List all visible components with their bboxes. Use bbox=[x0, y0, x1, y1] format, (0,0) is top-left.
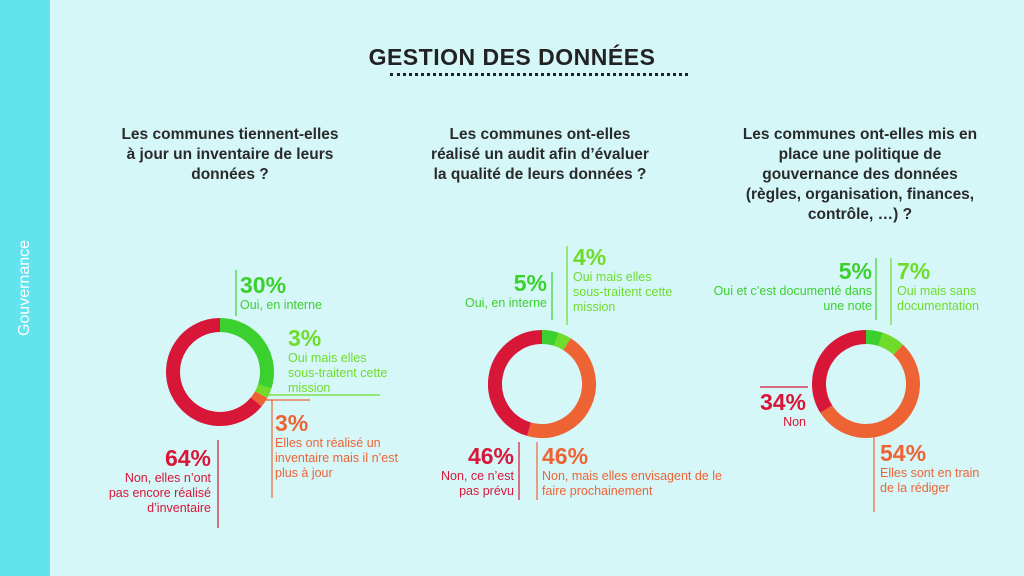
label-non: 34% Non bbox=[740, 389, 806, 430]
slice-oui-documente bbox=[865, 330, 883, 347]
value-label: 46% bbox=[542, 443, 589, 469]
slice-oui-interne bbox=[541, 330, 559, 346]
value-label: 64% bbox=[164, 445, 211, 471]
donut-chart-audit bbox=[488, 330, 596, 438]
label-oui-sans-doc: 7% Oui mais sans documentation bbox=[897, 258, 1012, 314]
value-label: 46% bbox=[467, 443, 514, 469]
sidebar: Gouvernance bbox=[0, 0, 50, 576]
label-oui-documente: 5% Oui et c’est documenté dans une note bbox=[713, 258, 872, 313]
slice-oui-sous-traitent bbox=[554, 332, 571, 351]
value-label: 7% bbox=[897, 258, 931, 284]
value-label: 5% bbox=[838, 258, 872, 284]
label-en-train: 54% Elles sont en train de la rédiger bbox=[880, 440, 980, 495]
value-label: 34% bbox=[759, 389, 806, 415]
slice-inventaire-pas-a-jour bbox=[250, 391, 268, 407]
value-label: 3% bbox=[275, 410, 309, 436]
value-label: 3% bbox=[288, 325, 322, 351]
slice-oui-sous-traitent bbox=[254, 384, 272, 399]
title-underline bbox=[390, 73, 688, 76]
value-label: 4% bbox=[573, 244, 607, 270]
page-title: GESTION DES DONNÉES bbox=[368, 44, 656, 70]
label-oui-interne: 30% Oui, en interne bbox=[240, 272, 380, 313]
slice-en-train bbox=[820, 344, 920, 438]
question-inventaire: Les communes tiennent-elles à jour un in… bbox=[121, 126, 339, 183]
slice-oui-interne bbox=[219, 318, 274, 389]
question-gouvernance: Les communes ont-elles mis en place une … bbox=[742, 126, 978, 223]
label-non-prevu: 46% Non, ce n’est pas prévu bbox=[420, 443, 514, 499]
slice-non bbox=[812, 330, 867, 413]
donut-chart-gouvernance bbox=[812, 330, 920, 438]
label-non-inventaire: 64% Non, elles n’ont pas encore réalisé d… bbox=[105, 445, 211, 516]
value-label: 5% bbox=[513, 270, 547, 296]
label-envisagent: 46% Non, mais elles envisagent de le fair… bbox=[542, 443, 737, 499]
slice-non bbox=[166, 318, 262, 426]
question-audit: Les communes ont-elles réalisé un audit … bbox=[431, 126, 649, 183]
slice-oui-sans-doc bbox=[878, 332, 903, 356]
slice-envisagent bbox=[527, 338, 596, 438]
slice-non-prevu bbox=[488, 330, 543, 436]
label-oui-sous-traitent: 4% Oui mais elles sous-traitent cette mis… bbox=[573, 244, 678, 315]
value-label: 54% bbox=[880, 440, 927, 466]
value-label: 30% bbox=[240, 272, 287, 298]
donut-chart-inventaire bbox=[166, 318, 274, 426]
label-oui-interne: 5% Oui, en interne bbox=[440, 270, 547, 311]
label-inventaire-pas-a-jour: 3% Elles ont réalisé un inventaire mais i… bbox=[275, 410, 400, 481]
label-oui-sous-traitent: 3% Oui mais elles sous-traitent cette mis… bbox=[288, 325, 388, 395]
